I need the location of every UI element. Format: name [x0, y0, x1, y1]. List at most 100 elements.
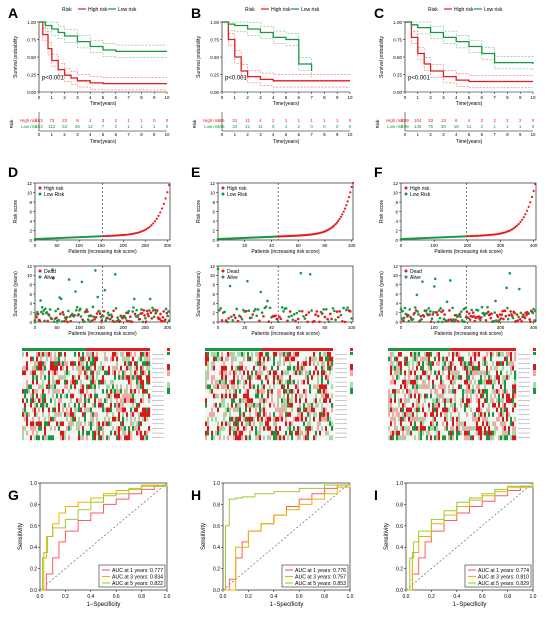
heatmap-cell: [458, 393, 461, 399]
heatmap-cell: [305, 421, 308, 427]
heatmap-cell: [241, 389, 244, 394]
heatmap-cell: [205, 389, 208, 394]
heatmap-cell: [106, 361, 109, 367]
score-point-low: [464, 235, 467, 238]
heatmap-cell: [104, 398, 107, 404]
score-x-tick-label: 400: [530, 243, 538, 248]
heatmap-cell: [122, 430, 125, 436]
status-point-dead: [328, 312, 332, 316]
status-point-alive: [511, 316, 515, 320]
km-x-tick-label: 9: [336, 95, 339, 100]
heatmap-cell: [456, 421, 459, 427]
heatmap-cell: [279, 435, 282, 441]
heatmap-cell: [323, 384, 326, 390]
heatmap-cell: [74, 389, 77, 394]
heatmap-cell: [398, 389, 401, 394]
heatmap-cell: [32, 412, 35, 418]
heatmap-cell: [271, 416, 274, 422]
status-point-alive: [452, 320, 456, 323]
heatmap-cell: [243, 379, 246, 385]
heatmap-cell: [327, 421, 330, 427]
heatmap-cell: [285, 379, 288, 385]
heatmap-cell: [42, 421, 45, 427]
heatmap-cell: [263, 393, 266, 399]
score-y-tick-label: 4: [29, 219, 32, 224]
heatmap-cell: [309, 402, 312, 408]
heatmap-cell: [118, 421, 121, 427]
heatmap-cell: [257, 384, 260, 390]
heatmap-cell: [124, 356, 127, 362]
heatmap-cell: [424, 412, 427, 418]
heatmap-cell: [414, 435, 417, 441]
score-point-low: [456, 235, 459, 238]
heatmap-cell: [506, 421, 509, 427]
heatmap-cell: [468, 430, 471, 436]
heatmap-cell: [100, 407, 103, 413]
heatmap-cell: [241, 370, 244, 376]
heatmap-cell: [42, 430, 45, 436]
heatmap-cell: [313, 393, 316, 399]
heatmap-cell: [456, 430, 459, 436]
heatmap-cell: [92, 407, 95, 413]
heatmap-cell: [512, 361, 515, 367]
heatmap-cell: [307, 430, 310, 436]
heatmap-cell: [239, 356, 242, 362]
heatmap-cell: [22, 370, 25, 376]
heatmap-cell: [289, 407, 292, 413]
heatmap-cell: [217, 435, 220, 441]
heatmap-cell: [269, 393, 272, 399]
heatmap-cell: [295, 426, 298, 431]
km-x-tick-label: 5: [102, 95, 105, 100]
heatmap-cell: [398, 379, 401, 385]
heatmap-cell: [120, 416, 123, 422]
heatmap-cell: [78, 370, 81, 376]
score-point-low: [35, 237, 38, 241]
heatmap-cell: [88, 389, 91, 394]
heatmap-cell: [331, 365, 334, 371]
heatmap-cell: [84, 430, 87, 436]
heatmap-cell: [512, 426, 515, 431]
heatmap-cell: [102, 421, 105, 427]
score-x-tick-label: 100: [430, 243, 438, 248]
heatmap-cell: [229, 421, 232, 427]
heatmap-cell: [275, 389, 278, 394]
heatmap-cell: [500, 379, 503, 385]
heatmap-cell: [126, 384, 129, 390]
heatmap-cell: [80, 352, 83, 357]
heatmap-cell: [66, 370, 69, 376]
heatmap-cell: [271, 398, 274, 404]
heatmap-cell: [428, 402, 431, 408]
heatmap-cell: [66, 352, 69, 357]
heatmap-cell: [128, 398, 131, 404]
heatmap-cell: [303, 379, 306, 385]
heatmap-cell: [38, 370, 41, 376]
heatmap-cell: [247, 352, 250, 357]
status-point-alive: [39, 299, 42, 302]
status-x-tick-label: 0: [400, 325, 403, 330]
heatmap-cell: [140, 365, 143, 371]
heatmap-cell: [502, 370, 505, 376]
heatmap-cell: [482, 435, 485, 441]
heatmap-cell: [494, 416, 497, 422]
heatmap-cell: [76, 421, 79, 427]
heatmap-cell: [60, 384, 63, 390]
heatmap-cell: [48, 402, 51, 408]
status-x-tick-label: 50: [55, 325, 61, 330]
heatmap-cell: [466, 407, 469, 413]
heatmap-cell: [62, 426, 65, 431]
heatmap-cell: [456, 361, 459, 367]
heatmap-cell: [253, 393, 256, 399]
heatmap-cell: [269, 426, 272, 431]
heatmap-cell: [498, 416, 501, 422]
heatmap-cell: [398, 402, 401, 408]
heatmap-cell: [26, 379, 29, 385]
heatmap-cell: [482, 384, 485, 390]
km-x-tick-label: 1: [417, 95, 420, 100]
heatmap-cell: [313, 407, 316, 413]
km-x-tick-label: 3: [442, 95, 445, 100]
heatmap-cell: [118, 407, 121, 413]
heatmap-cell: [454, 393, 457, 399]
status-point-alive: [88, 320, 92, 323]
heatmap-cell: [476, 421, 479, 427]
heatmap-cell: [279, 426, 282, 431]
